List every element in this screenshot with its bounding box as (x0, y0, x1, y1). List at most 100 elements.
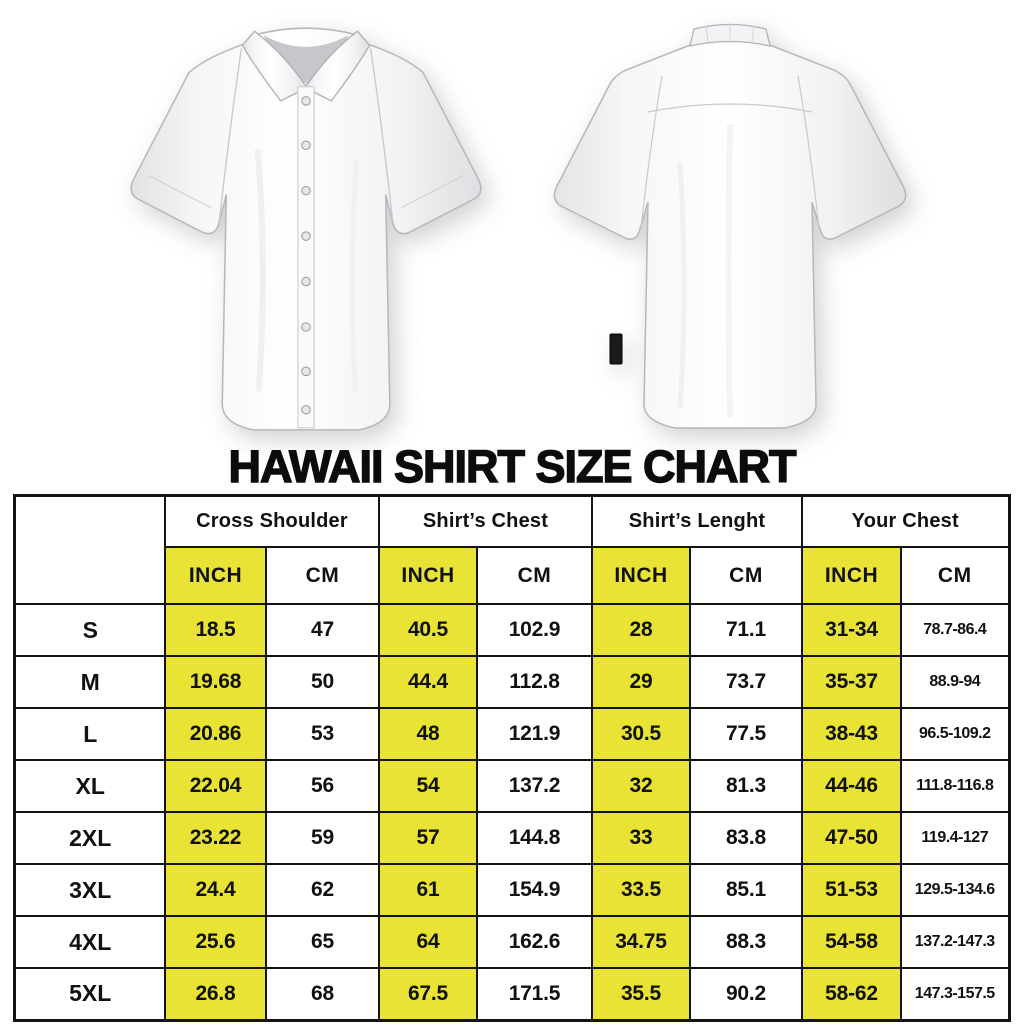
unit-header-inch: INCH (590, 546, 691, 605)
value-cell: 58-62 (801, 967, 902, 1021)
neck-opening (263, 35, 349, 85)
size-cell: 2XL (13, 811, 166, 865)
size-cell: L (13, 707, 166, 761)
table-row-m: M 19.68 50 44.4 112.8 29 73.7 35-37 88.9… (13, 655, 1011, 709)
value-cell: 102.9 (475, 603, 593, 657)
unit-header-inch: INCH (377, 546, 478, 605)
value-cell: 137.2 (475, 759, 593, 813)
buttons (301, 96, 311, 415)
value-cell: 47-50 (801, 811, 902, 865)
value-cell: 88.9-94 (899, 655, 1011, 709)
value-cell: 171.5 (475, 967, 593, 1021)
value-cell: 73.7 (688, 655, 804, 709)
value-cell: 65 (264, 915, 380, 969)
crease (725, 123, 733, 419)
value-cell: 35-37 (801, 655, 902, 709)
value-cell: 50 (264, 655, 380, 709)
value-cell: 67.5 (377, 967, 478, 1021)
value-cell: 121.9 (475, 707, 593, 761)
size-cell: M (13, 655, 166, 709)
table-row-s: S 18.5 47 40.5 102.9 28 71.1 31-34 78.7-… (13, 603, 1011, 657)
table-row-5xl: 5XL 26.8 68 67.5 171.5 35.5 90.2 58-62 1… (13, 967, 1011, 1021)
crease (677, 161, 687, 408)
size-chart-table: Cross Shoulder Shirt’s Chest Shirt’s Len… (13, 494, 1011, 1022)
value-cell: 40.5 (377, 603, 478, 657)
group-header-shirts-length: Shirt’s Lenght (590, 494, 804, 548)
size-cell: 3XL (13, 863, 166, 917)
value-cell: 111.8-116.8 (899, 759, 1011, 813)
sleeve-seam-left (640, 75, 663, 229)
sleeve-seam-right (797, 75, 820, 229)
value-cell: 64 (377, 915, 478, 969)
shirt-back-body (553, 23, 907, 429)
value-cell: 44-46 (801, 759, 902, 813)
table-row-4xl: 4XL 25.6 65 64 162.6 34.75 88.3 54-58 13… (13, 915, 1011, 969)
unit-header-inch: INCH (163, 546, 267, 605)
value-cell: 119.4-127 (899, 811, 1011, 865)
brand-tag (609, 333, 623, 365)
collar (241, 30, 371, 102)
value-cell: 61 (377, 863, 478, 917)
value-cell: 162.6 (475, 915, 593, 969)
value-cell: 28 (590, 603, 691, 657)
value-cell: 33 (590, 811, 691, 865)
value-cell: 26.8 (163, 967, 267, 1021)
value-cell: 48 (377, 707, 478, 761)
unit-header-row: INCH CM INCH CM INCH CM INCH CM (15, 546, 1011, 605)
crease (349, 159, 359, 392)
value-cell: 88.3 (688, 915, 804, 969)
value-cell: 71.1 (688, 603, 804, 657)
value-cell: 78.7-86.4 (899, 603, 1011, 657)
table-row-3xl: 3XL 24.4 62 61 154.9 33.5 85.1 51-53 129… (13, 863, 1011, 917)
table-row-xl: XL 22.04 56 54 137.2 32 81.3 44-46 111.8… (13, 759, 1011, 813)
value-cell: 54 (377, 759, 478, 813)
value-cell: 34.75 (590, 915, 691, 969)
value-cell: 137.2-147.3 (899, 915, 1011, 969)
value-cell: 25.6 (163, 915, 267, 969)
value-cell: 147.3-157.5 (899, 967, 1011, 1021)
corner-cell (13, 494, 166, 605)
collar-fold-lines (705, 23, 755, 43)
group-header-row: Cross Shoulder Shirt’s Chest Shirt’s Len… (13, 494, 1011, 605)
value-cell: 44.4 (377, 655, 478, 709)
value-cell: 57 (377, 811, 478, 865)
cuff-line-left (148, 175, 212, 209)
value-cell: 62 (264, 863, 380, 917)
value-cell: 53 (264, 707, 380, 761)
value-cell: 29 (590, 655, 691, 709)
unit-header-cm: CM (899, 546, 1011, 605)
value-cell: 35.5 (590, 967, 691, 1021)
value-cell: 31-34 (801, 603, 902, 657)
size-cell: 4XL (13, 915, 166, 969)
value-cell: 68 (264, 967, 380, 1021)
table-row-l: L 20.86 53 48 121.9 30.5 77.5 38-43 96.5… (13, 707, 1011, 761)
value-cell: 154.9 (475, 863, 593, 917)
value-cell: 83.8 (688, 811, 804, 865)
unit-header-cm: CM (264, 546, 380, 605)
shirt-back-image (553, 23, 907, 429)
value-cell: 20.86 (163, 707, 267, 761)
value-cell: 81.3 (688, 759, 804, 813)
group-header-your-chest: Your Chest (800, 494, 1011, 548)
value-cell: 38-43 (801, 707, 902, 761)
size-cell: S (13, 603, 166, 657)
size-cell: XL (13, 759, 166, 813)
value-cell: 77.5 (688, 707, 804, 761)
cuff-line-right (400, 175, 464, 209)
value-cell: 23.22 (163, 811, 267, 865)
sleeve-seam-left (218, 48, 243, 223)
value-cell: 22.04 (163, 759, 267, 813)
value-cell: 33.5 (590, 863, 691, 917)
value-cell: 129.5-134.6 (899, 863, 1011, 917)
product-photos (0, 0, 1024, 444)
value-cell: 90.2 (688, 967, 804, 1021)
unit-header-cm: CM (475, 546, 593, 605)
value-cell: 51-53 (801, 863, 902, 917)
value-cell: 59 (264, 811, 380, 865)
value-cell: 112.8 (475, 655, 593, 709)
value-cell: 24.4 (163, 863, 267, 917)
value-cell: 18.5 (163, 603, 267, 657)
unit-header-inch: INCH (801, 546, 902, 605)
value-cell: 144.8 (475, 811, 593, 865)
